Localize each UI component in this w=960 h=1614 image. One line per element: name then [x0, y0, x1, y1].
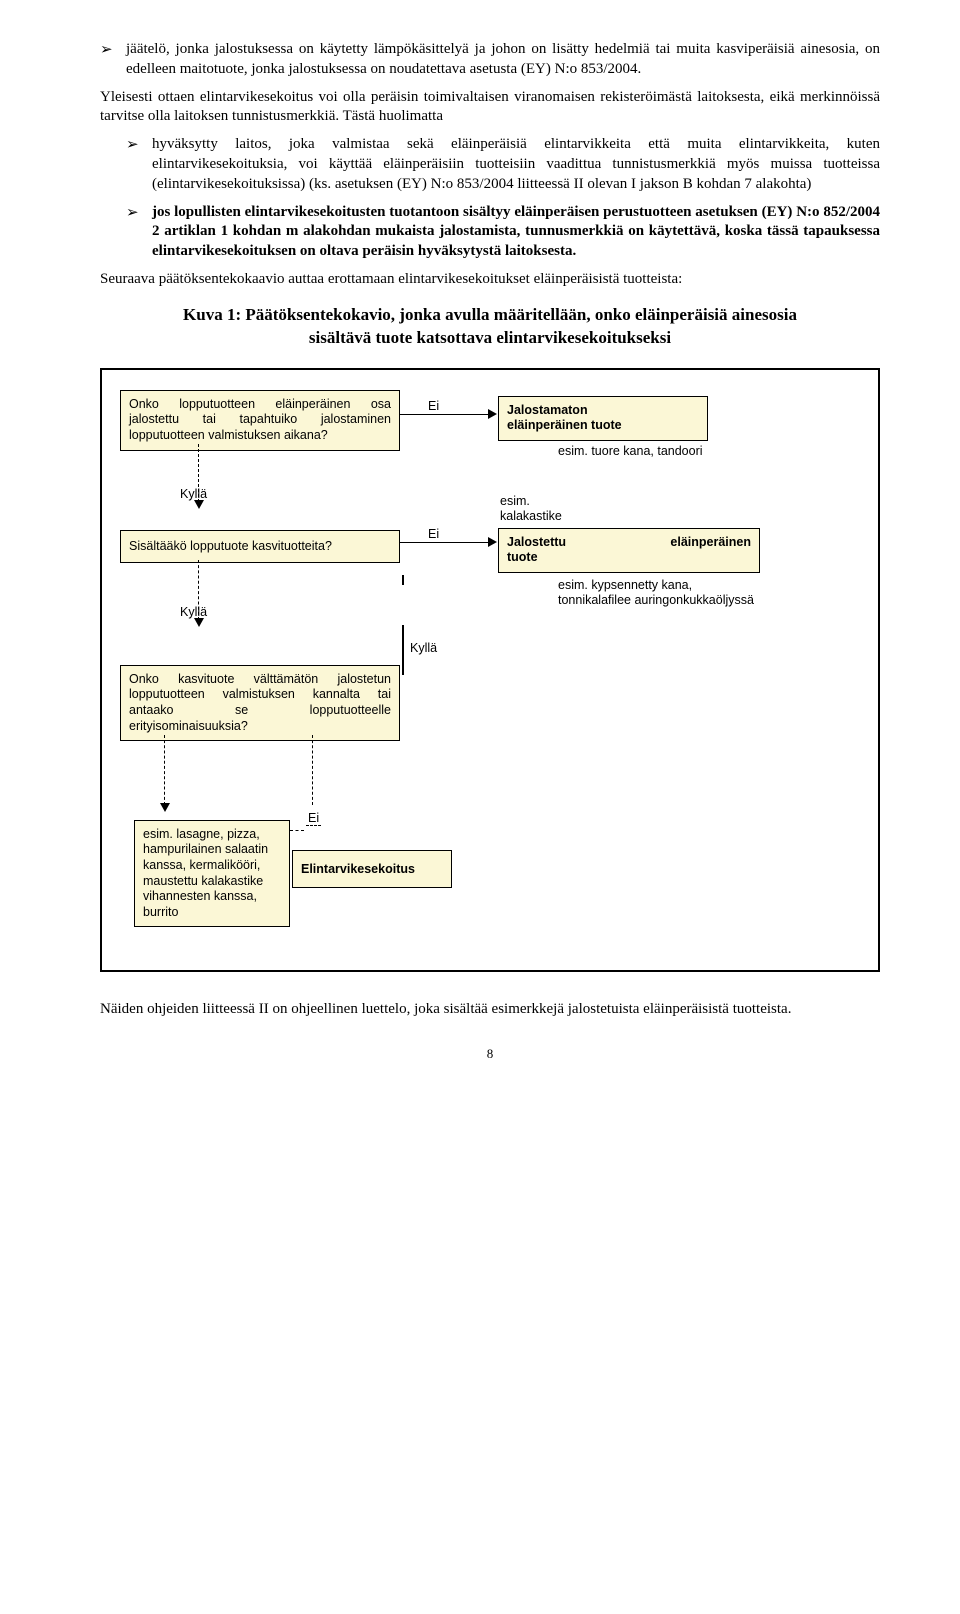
arrow-line	[402, 575, 404, 585]
flow-q2: Sisältääkö lopputuote kasvituotteita?	[120, 530, 400, 564]
arrow-right-icon	[488, 537, 497, 547]
connector-para: Seuraava päätöksentekokaavio auttaa erot…	[100, 270, 880, 290]
dashed-line	[290, 830, 304, 831]
dashed-line	[164, 735, 165, 805]
flow-example-box: esim. lasagne, pizza, hampurilainen sala…	[134, 820, 290, 928]
flow-r2-note: esim. kypsennetty kana, tonnikalafilee a…	[558, 578, 758, 609]
figure-title: Kuva 1: Päätöksentekokavio, jonka avulla…	[160, 304, 820, 350]
flow-r1-note: esim. tuore kana, tandoori	[558, 444, 718, 460]
flow-r2: Jalostettueläinperäinen tuote	[498, 528, 760, 573]
nested-bullet-1: ➢ hyväksytty laitos, joka valmistaa sekä…	[126, 135, 880, 194]
triangle-bullet-icon: ➢	[100, 40, 126, 80]
label-yes: Kyllä	[410, 640, 437, 657]
arrow-down-icon	[160, 803, 170, 812]
page-number: 8	[100, 1045, 880, 1062]
nested-text-1: hyväksytty laitos, joka valmistaa sekä e…	[152, 135, 880, 194]
flowchart: Onko lopputuotteen eläinperäinen osa jal…	[120, 390, 860, 950]
nested-bullet-2: ➢ jos lopullisten elintarvikesekoitusten…	[126, 203, 880, 262]
arrow-line	[400, 542, 488, 544]
label-no: Ei	[428, 526, 439, 543]
flow-mid-note: esim.kalakastike	[500, 494, 620, 525]
flow-q3: Onko kasvituote välttämätön jalostetun l…	[120, 665, 400, 742]
top-bullet: ➢ jäätelö, jonka jalostuksessa on käytet…	[100, 40, 880, 80]
footer-para: Näiden ohjeiden liitteessä II on ohjeell…	[100, 1000, 880, 1020]
label-yes: Kyllä	[180, 604, 207, 621]
arrow-line	[400, 414, 488, 416]
flow-elint: Elintarvikesekoitus	[292, 850, 452, 889]
label-no: Ei	[306, 810, 321, 827]
flowchart-container: Onko lopputuotteen eläinperäinen osa jal…	[100, 368, 880, 972]
arrow-line	[402, 625, 404, 675]
label-yes: Kyllä	[180, 486, 207, 503]
flow-r1: Jalostamatoneläinperäinen tuote	[498, 396, 708, 441]
label-no: Ei	[428, 398, 439, 415]
dashed-line	[312, 735, 313, 805]
triangle-bullet-icon: ➢	[126, 203, 152, 262]
para-general: Yleisesti ottaen elintarvikesekoitus voi…	[100, 88, 880, 128]
arrow-right-icon	[488, 409, 497, 419]
triangle-bullet-icon: ➢	[126, 135, 152, 194]
bullet-text: jäätelö, jonka jalostuksessa on käytetty…	[126, 40, 880, 80]
flow-q1: Onko lopputuotteen eläinperäinen osa jal…	[120, 390, 400, 451]
nested-text-2: jos lopullisten elintarvikesekoitusten t…	[152, 203, 880, 262]
